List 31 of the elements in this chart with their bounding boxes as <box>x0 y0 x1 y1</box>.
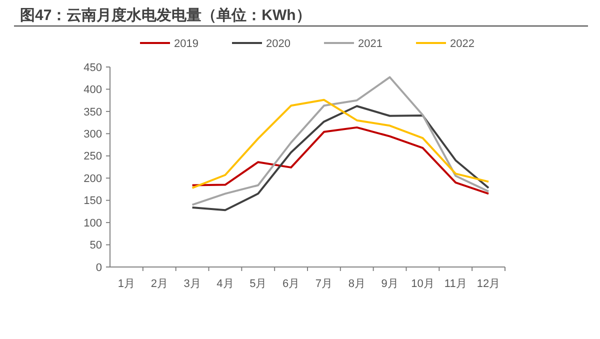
x-tick-label: 12月 <box>476 278 500 290</box>
legend-label: 2020 <box>266 38 290 50</box>
y-tick-label: 250 <box>84 150 102 163</box>
y-tick-label: 400 <box>84 84 102 96</box>
y-tick-label: 350 <box>84 106 102 118</box>
chart-title: 图47：云南月度水电发电量（单位：KWh） <box>20 6 311 24</box>
line-series <box>191 76 490 206</box>
x-tick-label: 3月 <box>184 278 201 290</box>
y-tick-label: 450 <box>84 62 102 74</box>
x-tick-label: 10月 <box>411 278 434 290</box>
y-tick-label: 150 <box>84 195 102 208</box>
legend-label: 2022 <box>450 38 474 50</box>
line-series <box>191 126 490 195</box>
legend-label: 2019 <box>174 38 198 50</box>
x-tick-label: 5月 <box>250 278 267 290</box>
legend-label: 2021 <box>358 38 382 50</box>
y-tick-label: 300 <box>84 128 102 141</box>
line-series <box>191 98 490 189</box>
x-tick-label: 4月 <box>216 278 234 290</box>
y-tick-label: 100 <box>84 217 102 230</box>
y-tick-label: 50 <box>90 240 102 252</box>
x-tick-label: 11月 <box>444 278 467 290</box>
x-tick-label: 9月 <box>381 278 398 290</box>
x-tick-label: 8月 <box>348 278 366 290</box>
x-tick-label: 1月 <box>118 278 136 290</box>
line-series <box>191 105 490 212</box>
x-tick-label: 7月 <box>315 278 333 290</box>
x-tick-label: 6月 <box>282 278 300 290</box>
y-tick-label: 200 <box>84 172 102 185</box>
y-tick-label: 0 <box>96 262 102 274</box>
x-tick-label: 2月 <box>150 278 168 290</box>
